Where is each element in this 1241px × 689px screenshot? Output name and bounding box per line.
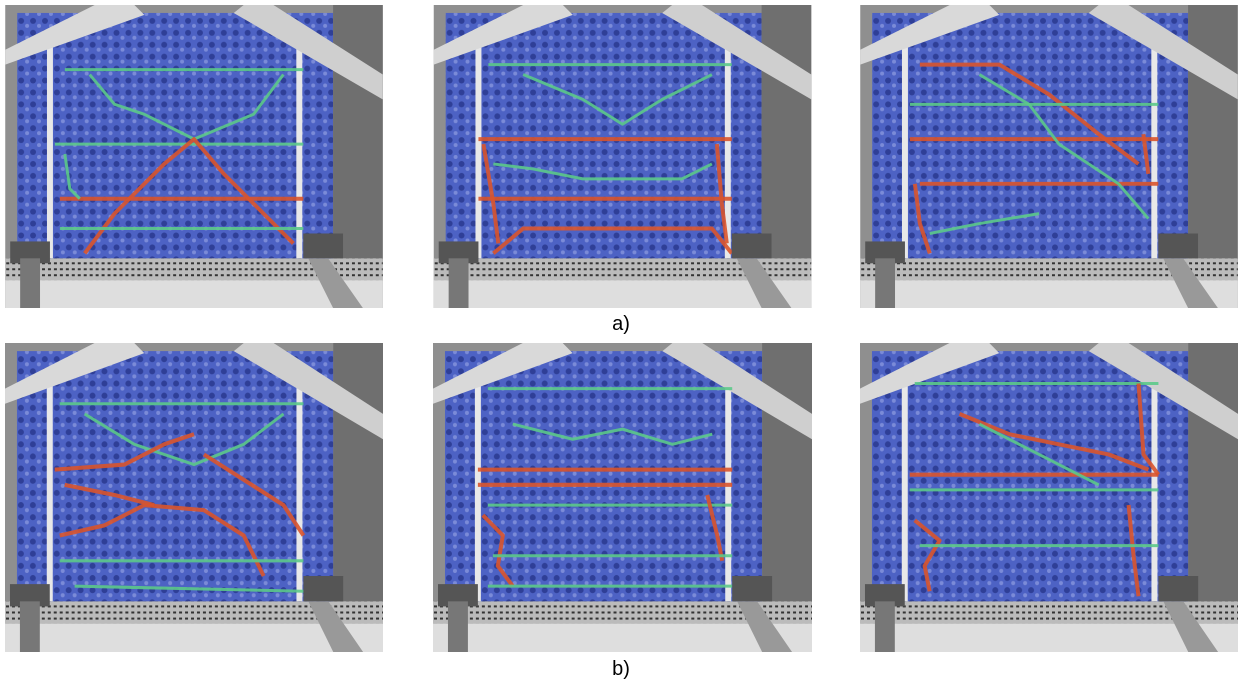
frame-post <box>475 384 481 602</box>
frame-post <box>296 45 302 259</box>
clamp <box>449 258 469 308</box>
wall-right-bg <box>333 343 383 606</box>
clamp <box>448 601 468 652</box>
frame-post <box>1151 384 1157 602</box>
clamp <box>303 576 343 601</box>
frame-post <box>47 45 53 259</box>
clamp <box>20 601 40 652</box>
wall-right-bg <box>333 5 383 263</box>
clamp <box>20 258 40 308</box>
wall-right-bg <box>762 343 812 606</box>
clamp <box>875 258 895 308</box>
photo-b1 <box>5 343 383 652</box>
frame-post <box>47 384 53 602</box>
row-label: a) <box>591 313 651 336</box>
wall-right-bg <box>762 5 812 263</box>
wall <box>17 351 333 602</box>
frame-post <box>475 45 481 259</box>
frame-post <box>1151 45 1157 259</box>
photo-b3 <box>860 343 1238 652</box>
frame-post <box>902 45 908 259</box>
clamp <box>1158 576 1198 601</box>
photo-a3 <box>860 5 1238 308</box>
wall <box>446 13 762 259</box>
clamp <box>1158 233 1198 258</box>
clamp <box>875 601 895 652</box>
wall-right-bg <box>1188 343 1238 606</box>
photo-b2 <box>433 343 812 652</box>
clamp <box>303 233 343 258</box>
figure-page: a) b) (() => { const data = JSON.parse(d… <box>0 0 1241 689</box>
row-label: b) <box>591 658 651 681</box>
frame-post <box>296 384 302 602</box>
wall-right-bg <box>1188 5 1238 263</box>
photo-a1 <box>5 5 383 308</box>
clamp <box>732 233 772 258</box>
frame-post <box>902 384 908 602</box>
clamp <box>732 576 772 601</box>
frame-post <box>725 384 731 602</box>
wall <box>17 13 333 259</box>
photo-a2 <box>433 5 812 308</box>
